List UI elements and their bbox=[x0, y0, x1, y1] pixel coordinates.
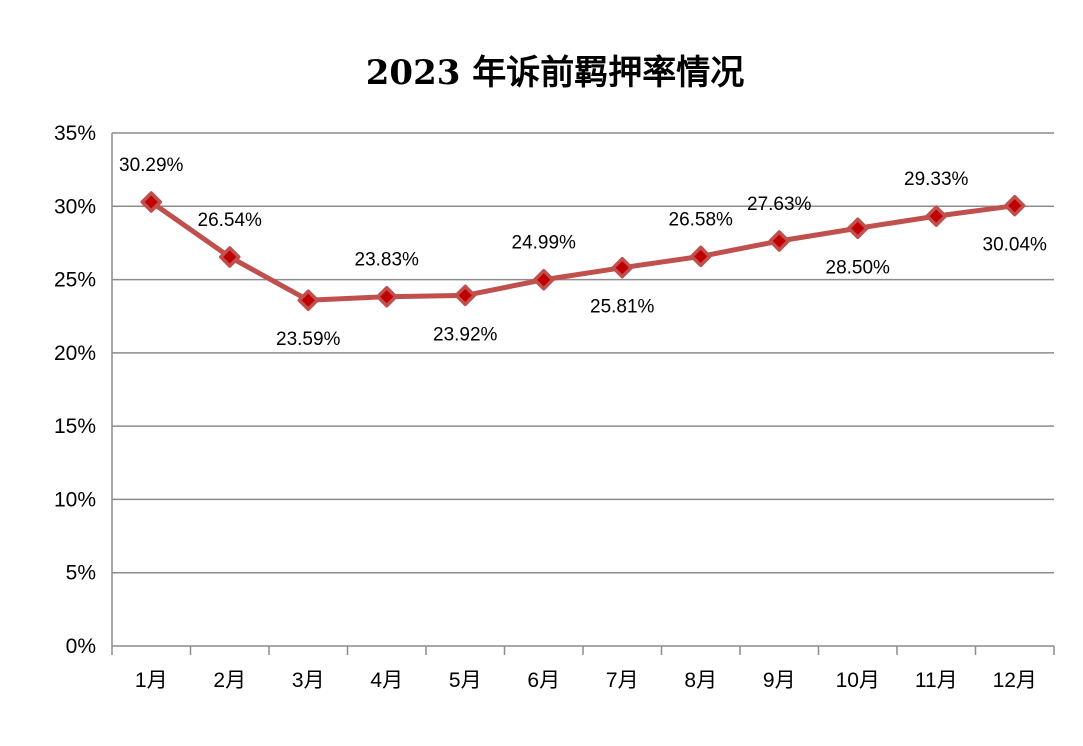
y-tick-label: 20% bbox=[54, 342, 96, 365]
data-label: 23.59% bbox=[276, 329, 341, 350]
series-layer bbox=[140, 191, 1026, 311]
chart-title: 2023 年诉前羁押率情况 bbox=[366, 53, 744, 93]
data-labels: 30.29% 26.54% 23.59% 23.83% 23.92% 24.99% 25.8… bbox=[119, 155, 1047, 350]
data-point-marker bbox=[925, 205, 947, 227]
data-point-marker bbox=[768, 230, 790, 252]
data-label: 30.04% bbox=[983, 235, 1048, 256]
data-label: 25.81% bbox=[590, 297, 655, 318]
y-tick-label: 25% bbox=[54, 269, 96, 292]
x-tick-label: 3月 bbox=[292, 669, 325, 692]
axes: 0% 5% 10% 15% 20% 25% 30% 35% 1月 2月 3月 4月 5月 6月 7月 8月 9月… bbox=[54, 122, 1055, 692]
data-label: 23.83% bbox=[355, 250, 420, 271]
data-point-marker bbox=[140, 191, 162, 213]
y-tick-label: 15% bbox=[54, 415, 96, 438]
x-tick-label: 11月 bbox=[915, 669, 958, 692]
x-tick-label: 10月 bbox=[836, 669, 880, 692]
x-tick-label: 12月 bbox=[993, 669, 1037, 692]
x-tick-label: 5月 bbox=[449, 669, 482, 692]
data-point-marker bbox=[690, 245, 712, 268]
grid-lines bbox=[112, 132, 1054, 574]
x-tick-label: 8月 bbox=[684, 669, 717, 692]
data-point-marker bbox=[533, 268, 555, 291]
y-tick-label: 30% bbox=[54, 195, 96, 218]
y-tick-label: 10% bbox=[54, 488, 96, 511]
data-label: 26.58% bbox=[669, 209, 734, 230]
data-label: 29.33% bbox=[904, 169, 969, 190]
data-point-marker bbox=[454, 284, 476, 307]
data-label: 28.50% bbox=[826, 257, 891, 278]
x-tick-label: 7月 bbox=[606, 669, 639, 692]
x-tick-label: 2月 bbox=[213, 669, 246, 692]
data-point-marker bbox=[219, 246, 241, 268]
data-point-marker bbox=[376, 285, 398, 308]
x-tick-label: 1月 bbox=[135, 669, 168, 692]
data-label: 27.63% bbox=[747, 194, 812, 215]
y-tick-label: 0% bbox=[66, 635, 96, 658]
y-tick-label: 5% bbox=[66, 562, 96, 585]
y-tick-label: 35% bbox=[54, 122, 96, 145]
data-point-marker bbox=[1004, 194, 1026, 217]
data-point-marker bbox=[611, 256, 633, 279]
x-tick-label: 9月 bbox=[763, 669, 796, 692]
data-label: 23.92% bbox=[433, 324, 498, 345]
data-label: 30.29% bbox=[119, 155, 184, 176]
data-label: 24.99% bbox=[512, 233, 577, 254]
x-tick-label: 4月 bbox=[370, 669, 403, 692]
data-point-marker bbox=[297, 289, 319, 311]
series-line bbox=[148, 199, 1018, 303]
data-label: 26.54% bbox=[198, 210, 263, 231]
x-tick-label: 6月 bbox=[527, 669, 560, 692]
data-point-marker bbox=[847, 217, 869, 240]
